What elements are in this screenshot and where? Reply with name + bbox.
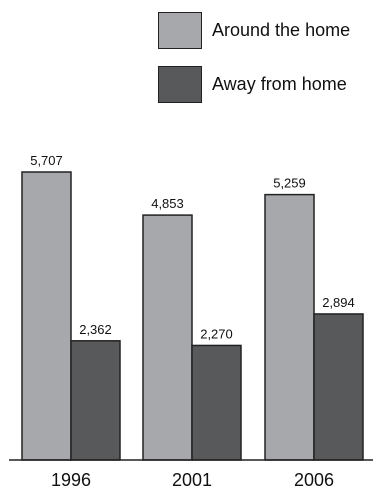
bar-around-the-home-2006 <box>264 193 315 461</box>
x-tick-label-2001: 2001 <box>172 470 212 488</box>
data-label-away-from-home-2001: 2,270 <box>200 326 233 341</box>
bar-away-from-home-2001 <box>191 344 242 461</box>
legend-label-around-the-home: Around the home <box>212 20 351 40</box>
data-label-away-from-home-2006: 2,894 <box>322 295 355 310</box>
bar-away-from-home-2006 <box>313 313 364 461</box>
x-tick-label-2006: 2006 <box>294 470 334 488</box>
data-label-around-the-home-1996: 5,707 <box>30 153 63 168</box>
legend-swatch-around-the-home <box>158 12 202 49</box>
legend-item-away-from-home: Away from home <box>158 66 347 103</box>
legend-swatch-away-from-home <box>158 66 202 103</box>
x-tick-label-1996: 1996 <box>51 470 91 488</box>
data-label-around-the-home-2006: 5,259 <box>273 176 306 191</box>
bar-away-from-home-1996 <box>70 340 121 461</box>
bar-around-the-home-2001 <box>142 214 193 461</box>
data-label-around-the-home-2001: 4,853 <box>151 196 184 211</box>
legend-item-around-the-home: Around the home <box>158 12 350 49</box>
bar-around-the-home-1996 <box>21 171 72 461</box>
legend-label-away-from-home: Away from home <box>212 74 347 94</box>
data-label-away-from-home-1996: 2,362 <box>79 322 112 337</box>
